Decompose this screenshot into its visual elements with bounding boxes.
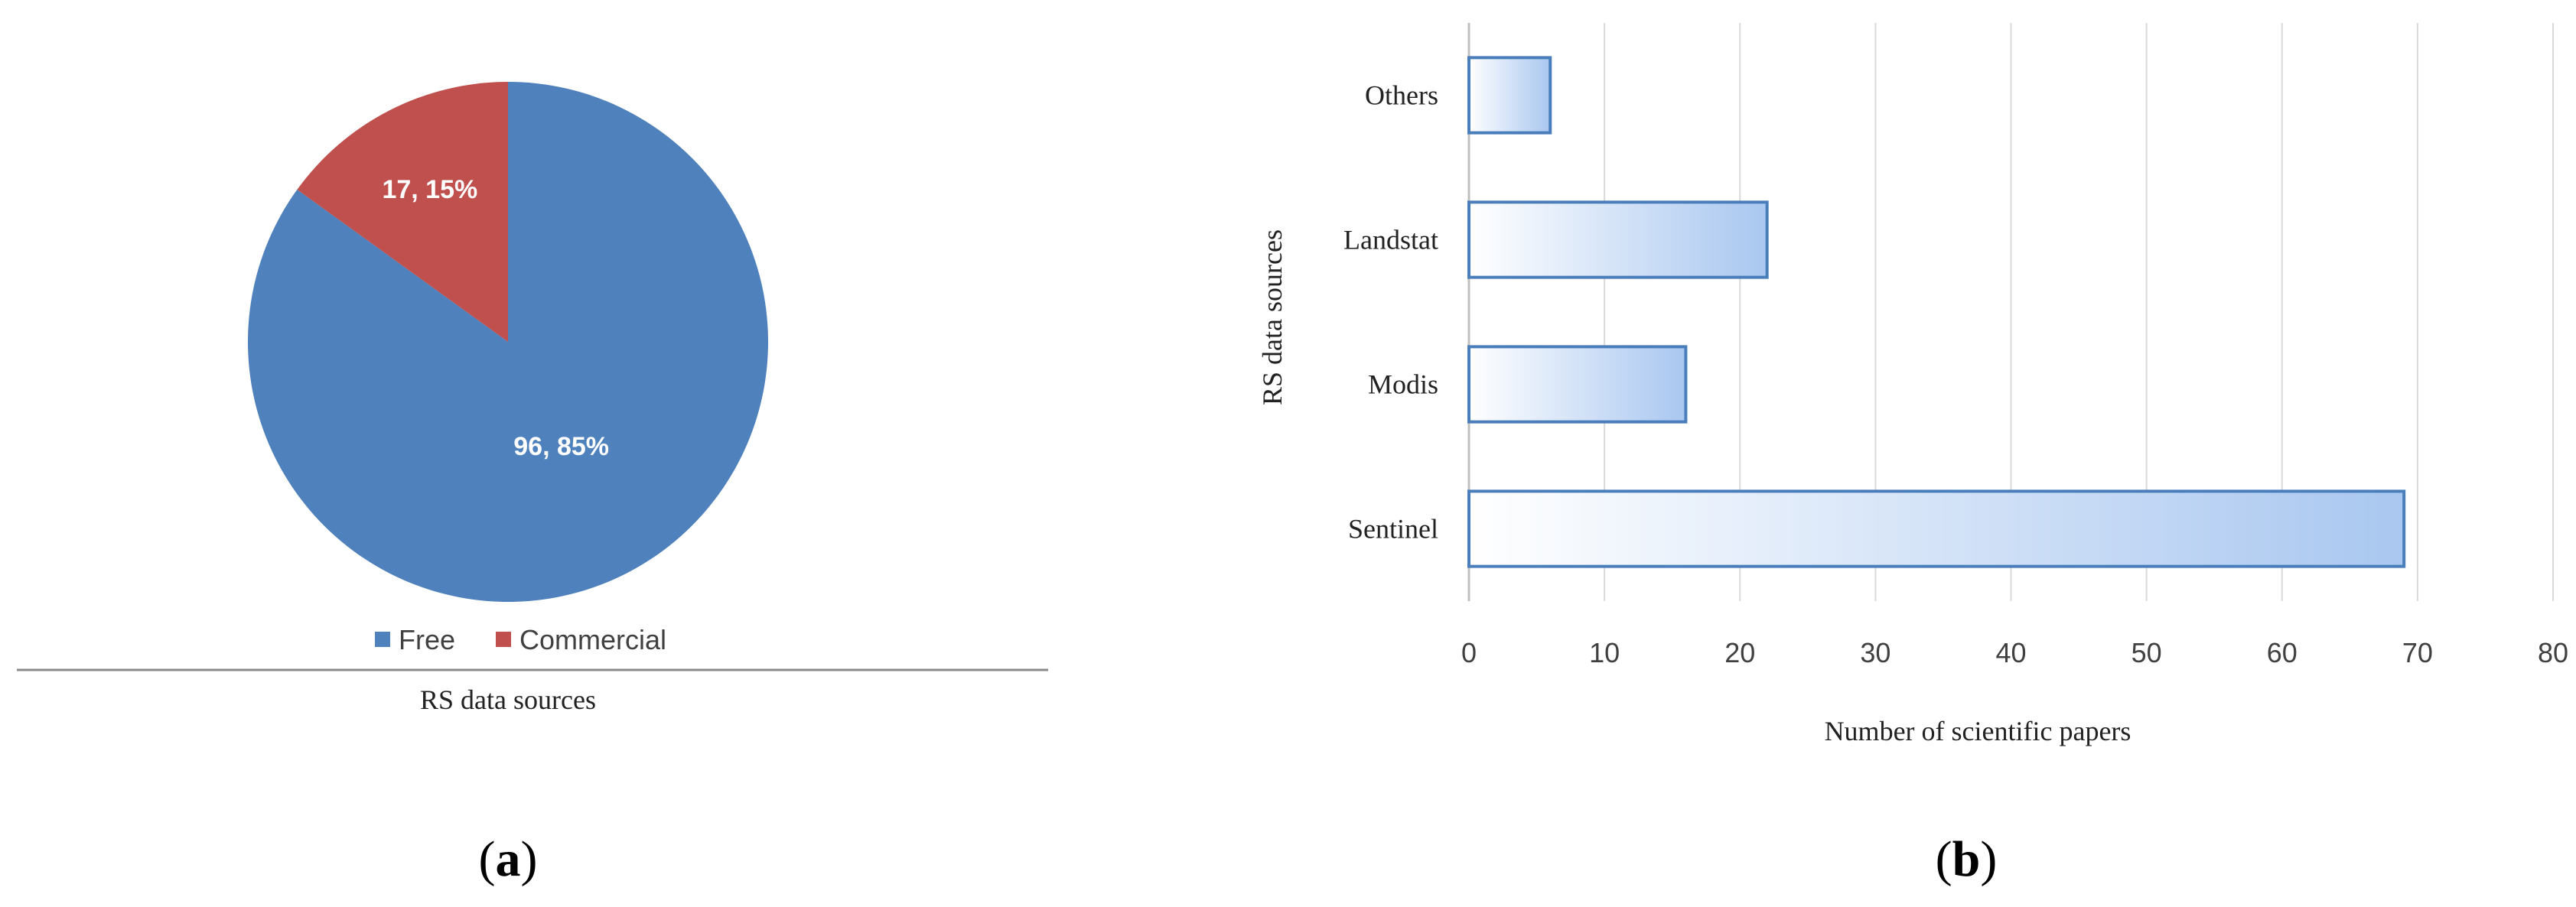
x-tick-label-70: 70 — [2402, 637, 2433, 668]
category-label-others: Others — [1365, 80, 1438, 111]
x-tick-label-40: 40 — [1995, 637, 2026, 668]
bar-category-labels: Others Landstat Modis Sentinel — [1343, 80, 1438, 545]
bar-series — [1467, 56, 2406, 568]
category-label-modis: Modis — [1368, 369, 1438, 400]
legend-swatch-commercial — [496, 632, 511, 647]
bar-x-axis-title: Number of scientific papers — [1825, 716, 2131, 746]
pie-data-label-commercial: 17, 15% — [382, 175, 477, 204]
pie-slices — [248, 82, 769, 603]
pie-labels: 96, 85% 17, 15% — [382, 175, 609, 461]
pie-slice-commercial — [297, 82, 508, 342]
panel-label-b: (b) — [1936, 831, 1998, 887]
x-tick-label-20: 20 — [1724, 637, 1755, 668]
pie-chart-panel: 96, 85% 17, 15% Free Commercial RS data s… — [17, 82, 1048, 887]
bar-y-axis-title: RS data sources — [1257, 229, 1288, 405]
pie-slice-free — [248, 82, 769, 603]
category-label-landstat: Landstat — [1343, 225, 1438, 255]
bar-modis — [1467, 345, 1688, 424]
bar-others — [1467, 56, 1552, 135]
x-tick-label-30: 30 — [1860, 637, 1890, 668]
pie-data-label-free: 96, 85% — [513, 432, 609, 461]
x-tick-label-10: 10 — [1589, 637, 1620, 668]
legend-swatch-free — [375, 632, 390, 647]
pie-legend: Free Commercial — [375, 624, 666, 655]
bar-sentinel — [1467, 489, 2406, 568]
x-tick-label-60: 60 — [2267, 637, 2298, 668]
bar-chart-panel: Others Landstat Modis Sentinel 0 10 20 30 40 50 6… — [1257, 23, 2568, 887]
legend-label-commercial: Commercial — [519, 624, 666, 655]
x-tick-label-50: 50 — [2131, 637, 2162, 668]
category-label-sentinel: Sentinel — [1348, 514, 1438, 545]
x-tick-label-0: 0 — [1461, 637, 1477, 668]
legend-label-free: Free — [399, 624, 455, 655]
bar-x-tick-labels: 0 10 20 30 40 50 60 70 80 — [1461, 637, 2568, 668]
pie-chart-title: RS data sources — [420, 684, 596, 715]
x-tick-label-80: 80 — [2538, 637, 2568, 668]
panel-label-a: (a) — [479, 831, 538, 887]
bar-landstat — [1467, 200, 1769, 279]
